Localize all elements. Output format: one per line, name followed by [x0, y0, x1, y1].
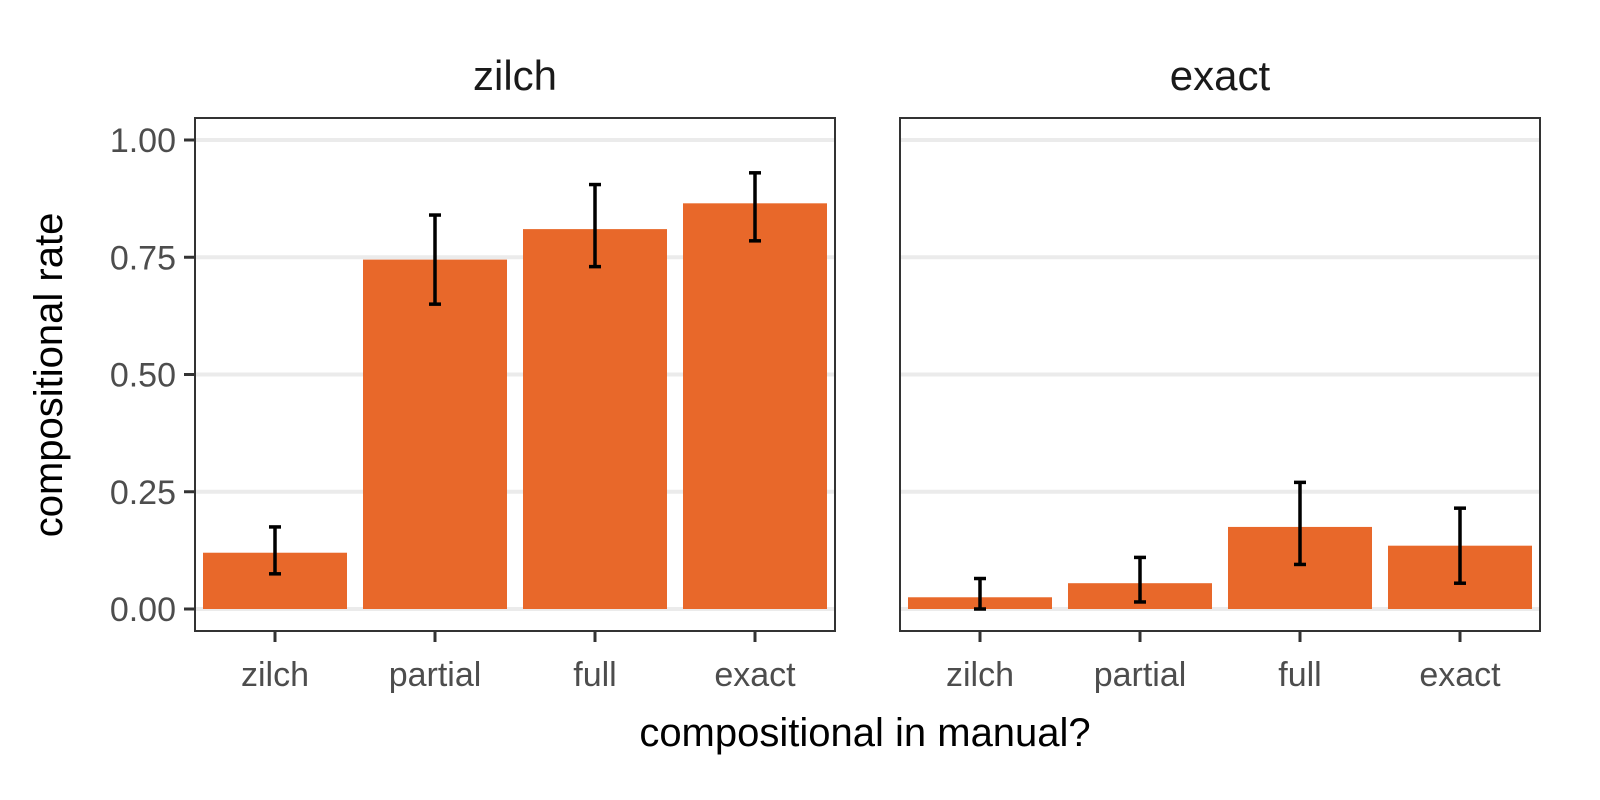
facet-title: exact: [1170, 52, 1271, 99]
facet-panel-zilch: zilch zilch partial full exact 0.00 0.25 0.50 0.…: [110, 52, 836, 694]
x-tick-label: zilch: [946, 656, 1014, 694]
bar-full: [523, 229, 667, 610]
x-tick-label: partial: [1094, 656, 1187, 694]
y-tick-label: 1.00: [110, 122, 176, 160]
x-tick-label: zilch: [241, 656, 309, 694]
facet-panel-exact: exact zilch partial full exact: [899, 52, 1541, 694]
y-tick-label: 0.50: [110, 357, 176, 395]
panel-border: [899, 117, 1541, 632]
x-axis-title: compositional in manual?: [639, 711, 1090, 755]
bar-exact: [683, 203, 827, 609]
y-tick-label: 0.75: [110, 239, 176, 277]
x-tick-label: full: [1278, 656, 1321, 694]
y-tick-label: 0.00: [110, 591, 176, 629]
y-axis-title: compositional rate: [27, 213, 71, 538]
bar-partial: [363, 259, 507, 609]
x-tick-label: partial: [389, 656, 482, 694]
x-tick-label: full: [573, 656, 616, 694]
panels-layer: zilch zilch partial full exact 0.00 0.25 0.50 0.…: [110, 52, 1541, 694]
x-tick-label: exact: [714, 656, 796, 694]
x-tick-label: exact: [1419, 656, 1501, 694]
facet-title: zilch: [473, 52, 557, 99]
y-tick-label: 0.25: [110, 474, 176, 512]
